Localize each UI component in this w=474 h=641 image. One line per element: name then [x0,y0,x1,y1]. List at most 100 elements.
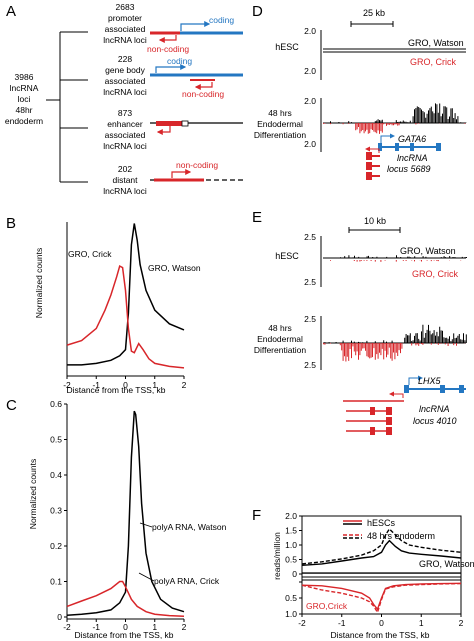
panel-a-letter: A [6,3,16,20]
y-tick-label: 1.0 [285,540,297,550]
y-tick-label: 0.6 [50,399,62,409]
y-tick-top: 2.5 [304,314,316,324]
group-line: lncRNA loci [103,87,147,97]
panel-d: D 25 kb hESC 48 hrs Endodermal Different… [252,3,467,180]
x-tick-label: 1 [152,380,157,390]
x-tick-label: 2 [459,618,464,628]
x-tick-label: 0 [123,380,128,390]
panel-c-ylabel: Normalized counts [28,459,38,529]
legend-label: hESCs [367,518,396,528]
group-line: promoter [108,13,142,23]
root-label-line: loci [18,94,31,104]
legend-label: 48 hrs endoderm [367,531,435,541]
noncoding-tss-arrow [158,35,177,43]
noncoding-tss-arrow [171,169,192,178]
group-count: 873 [118,108,132,118]
panel-c-plot: 0 0.1 0.2 0.3 0.4 0.5 0.6 -2 -1 0 1 2 [50,399,186,632]
lncrna-label: locus 4010 [413,416,457,426]
gro-watson-label: GRO, Watson [400,246,456,256]
root-label-line: lncRNA [10,83,39,93]
gene-label: GATA6 [398,134,426,144]
series-line [301,582,462,615]
gene-label: LHX5 [418,376,442,386]
label-crick: GRO,Crick [306,601,348,611]
y-tick-label: 0.4 [50,470,62,480]
group-line: lncRNA loci [103,35,147,45]
y-tick-bottom: 2.5 [304,277,316,287]
y-tick-label: 0.5 [50,435,62,445]
panel-f-plot: 2.01.51.00.500.51.0-2 -1 0 1 2 [285,511,463,628]
row-hesc: hESC [275,251,299,261]
noncoding-label: non-coding [182,89,224,99]
series-line [66,410,185,616]
x-tick-label: -1 [92,380,100,390]
group-line: gene body [105,65,145,75]
x-tick-label: -2 [298,618,306,628]
schematic-enhancer [150,120,243,135]
panel-f: F reads/million Distance from the TSS, k… [252,507,474,640]
x-tick-label: -1 [92,622,100,632]
row-48hrs: Differentiation [254,130,307,140]
series-label-crick: GRO, Crick [68,249,112,259]
panel-b: B Normalized counts Distance from the TS… [6,215,201,395]
panel-b-plot: -2 -1 0 1 2 [63,222,187,390]
coding-tss-arrow [155,64,187,73]
x-tick-label: 2 [182,380,187,390]
noncoding-tss-arrow [156,126,171,135]
y-tick-label: 0.1 [50,577,62,587]
series-line [67,223,185,366]
panel-f-letter: F [252,507,261,524]
gro-crick-track [323,123,466,134]
row-48hrs: Endodermal [257,119,303,129]
gro-crick-label: GRO, Crick [410,57,456,67]
enhancer-element [181,120,189,127]
panel-a-tree [46,31,88,183]
series-line [301,527,462,565]
y-tick-label: 1.0 [285,609,297,619]
label-leader [139,522,153,528]
panel-c: C Normalized counts Distance from the TS… [6,397,227,640]
panel-b-ylabel: Normalized counts [34,248,44,318]
enhancer-noncoding-bar [156,121,182,126]
y-tick-label: 1.5 [285,526,297,536]
group-count: 202 [118,164,132,174]
label-leader [138,572,155,582]
coding-label: coding [209,15,234,25]
noncoding-label: non-coding [176,160,218,170]
group-line: lncRNA loci [103,141,147,151]
series-label-crick: polyA RNA, Crick [154,576,220,586]
hesc-crick-track [330,260,462,262]
y-tick-top: 2.5 [304,232,316,242]
row-hesc: hESC [275,42,299,52]
panel-f-ylabel: reads/million [272,532,282,580]
schematic-gene-body: coding non-coding [150,56,243,99]
x-tick-label: 2 [182,622,187,632]
series-label-watson: GRO, Watson [148,263,201,273]
y-tick-top: 2.0 [304,96,316,106]
x-tick-label: -2 [63,622,71,632]
series-line [66,265,185,369]
panel-c-letter: C [6,397,17,414]
y-tick-label: 0.5 [285,555,297,565]
row-48hrs: Differentiation [254,345,307,355]
series-line [66,580,185,618]
y-tick-label: 0.3 [50,506,62,516]
x-tick-label: 0 [379,618,384,628]
x-tick-label: 1 [419,618,424,628]
group-line: associated [105,76,146,86]
legend: hESCs 48 hrs endoderm [343,518,435,541]
lncrna-model [343,391,404,435]
root-label-line: 48hr [15,105,32,115]
schematic-distant: non-coding [150,160,243,182]
panel-a-root-label: 3986 lncRNA loci 48hr endoderm [5,72,43,126]
panel-b-letter: B [6,215,16,232]
panel-d-letter: D [252,3,263,20]
y-tick-label: 2.0 [285,511,297,521]
group-line: distant [112,175,138,185]
root-label-line: 3986 [15,72,34,82]
group-line: associated [105,24,146,34]
hesc-watson-track [340,255,467,258]
y-tick-bottom: 2.0 [304,66,316,76]
panel-c-xlabel: Distance from the TSS, kb [74,630,173,640]
